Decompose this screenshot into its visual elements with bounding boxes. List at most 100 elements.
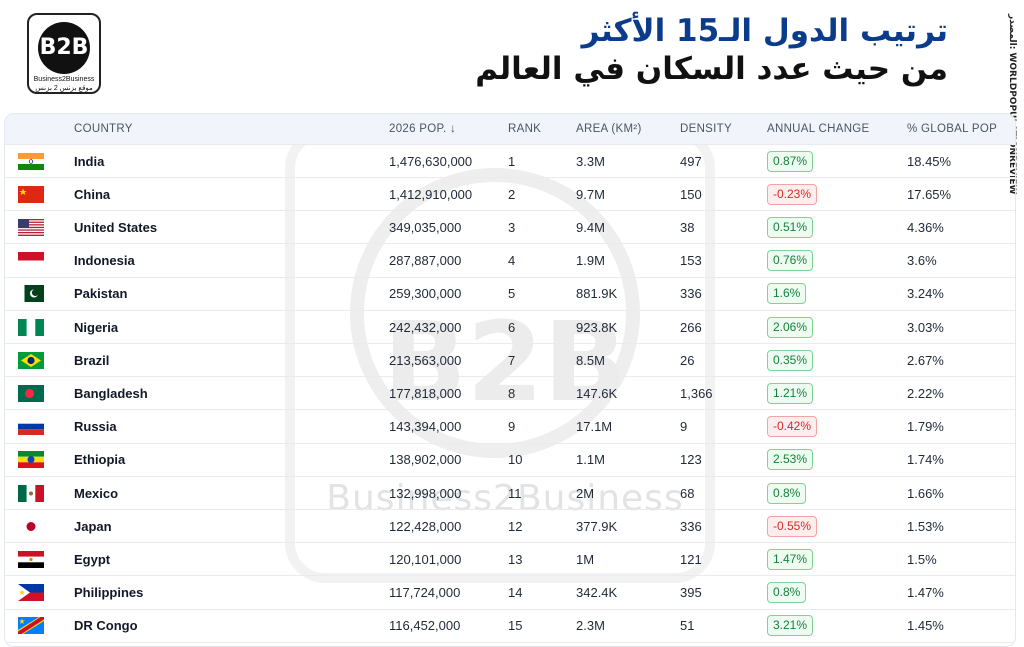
country-name[interactable]: Bangladesh <box>74 385 148 401</box>
header-global-pop[interactable]: % GLOBAL POP <box>907 123 998 135</box>
country-name[interactable]: China <box>74 186 111 202</box>
drcongo-flag-icon <box>18 610 46 642</box>
area-value: 9.4M <box>576 219 605 235</box>
area-value: 17.1M <box>576 419 613 435</box>
logo-line-ar: موقع بزنس 2 بزنس <box>35 85 93 92</box>
india-flag-icon <box>18 145 46 177</box>
rank-value: 9 <box>508 419 516 435</box>
country-name[interactable]: India <box>74 153 105 169</box>
country-name[interactable]: Pakistan <box>74 286 128 302</box>
global-pop-value: 1.74% <box>907 452 944 468</box>
header-population-sort[interactable]: 2026 POP. ↓ <box>389 123 457 135</box>
header-area[interactable]: AREA (KM²) <box>576 123 642 135</box>
country-name[interactable]: Nigeria <box>74 319 119 335</box>
rank-value: 10 <box>508 452 523 468</box>
density-value: 497 <box>680 153 702 169</box>
global-pop-value: 3.6% <box>907 253 937 269</box>
rank-value: 6 <box>508 319 516 335</box>
population-value: 177,818,000 <box>389 385 462 401</box>
country-name[interactable]: United States <box>74 219 158 235</box>
population-table: COUNTRY 2026 POP. ↓ RANK AREA (KM²) DENS… <box>4 113 1016 647</box>
annual-change-badge: 0.8% <box>767 582 807 604</box>
country-name[interactable]: Philippines <box>74 585 144 601</box>
nigeria-flag-icon <box>18 311 46 343</box>
population-value: 259,300,000 <box>389 286 462 302</box>
russia-flag-icon <box>18 411 46 443</box>
annual-change-cell: 0.8% <box>767 577 807 609</box>
mexico-flag-icon <box>18 477 46 509</box>
country-name[interactable]: Egypt <box>74 551 111 567</box>
global-pop-value: 1.47% <box>907 585 944 601</box>
global-pop-value: 3.24% <box>907 286 944 302</box>
table-row: United States 349,035,000 3 9.4M 38 0.51% 4.36… <box>5 211 1015 245</box>
country-name[interactable]: Russia <box>74 419 117 435</box>
annual-change-cell: 0.35% <box>767 344 814 376</box>
global-pop-value: 1.5% <box>907 551 937 567</box>
table-row: India 1,476,630,000 1 3.3M 497 0.87% 18.45% <box>5 145 1015 178</box>
annual-change-badge: 1.6% <box>767 283 807 305</box>
header-rank[interactable]: RANK <box>508 123 542 135</box>
annual-change-badge: 1.21% <box>767 382 814 404</box>
area-value: 2.3M <box>576 618 605 634</box>
rank-value: 14 <box>508 585 523 601</box>
page-title-line-2: من حيث عدد السكان في العالم <box>475 51 948 87</box>
table-row: China 1,412,910,000 2 9.7M 150 -0.23% 17.65% <box>5 178 1015 212</box>
area-value: 9.7M <box>576 186 605 202</box>
area-value: 1.1M <box>576 452 605 468</box>
density-value: 150 <box>680 186 702 202</box>
country-name[interactable]: Brazil <box>74 352 110 368</box>
rank-value: 12 <box>508 518 523 534</box>
usa-flag-icon <box>18 211 46 243</box>
density-value: 153 <box>680 253 702 269</box>
area-value: 2M <box>576 485 595 501</box>
area-value: 147.6K <box>576 385 618 401</box>
rank-value: 5 <box>508 286 516 302</box>
table-row: Bangladesh 177,818,000 8 147.6K 1,366 1.21% 2.… <box>5 377 1015 411</box>
annual-change-badge: -0.23% <box>767 183 818 205</box>
rank-value: 8 <box>508 385 516 401</box>
density-value: 123 <box>680 452 702 468</box>
table-row: Brazil 213,563,000 7 8.5M 26 0.35% 2.67% <box>5 344 1015 378</box>
global-pop-value: 1.79% <box>907 419 944 435</box>
global-pop-value: 1.66% <box>907 485 944 501</box>
density-value: 266 <box>680 319 702 335</box>
rank-value: 4 <box>508 253 516 269</box>
header-annual-change[interactable]: ANNUAL CHANGE <box>767 123 870 135</box>
global-pop-value: 18.45% <box>907 153 952 169</box>
annual-change-cell: 2.53% <box>767 444 814 476</box>
table-row: Pakistan 259,300,000 5 881.9K 336 1.6% 3.24% <box>5 278 1015 311</box>
population-value: 349,035,000 <box>389 219 462 235</box>
global-pop-value: 4.36% <box>907 219 944 235</box>
logo-line-en: Business2Business <box>33 76 95 83</box>
annual-change-cell: 0.87% <box>767 145 814 177</box>
header-country[interactable]: COUNTRY <box>74 123 133 135</box>
area-value: 923.8K <box>576 319 618 335</box>
table-row: Ethiopia 138,902,000 10 1.1M 123 2.53% 1.74% <box>5 444 1015 477</box>
bangladesh-flag-icon <box>18 377 46 409</box>
country-name[interactable]: Indonesia <box>74 253 135 269</box>
density-value: 51 <box>680 618 695 634</box>
ethiopia-flag-icon <box>18 444 46 476</box>
population-value: 242,432,000 <box>389 319 462 335</box>
country-name[interactable]: Ethiopia <box>74 452 126 468</box>
rank-value: 15 <box>508 618 523 634</box>
population-value: 132,998,000 <box>389 485 462 501</box>
page-title-line-1: ترتيب الدول الـ15 الأكثر <box>581 13 948 49</box>
annual-change-cell: 0.8% <box>767 477 807 509</box>
rank-value: 1 <box>508 153 516 169</box>
rank-value: 11 <box>508 485 522 501</box>
annual-change-cell: 0.51% <box>767 211 814 243</box>
area-value: 8.5M <box>576 352 605 368</box>
country-name[interactable]: Mexico <box>74 485 119 501</box>
density-value: 336 <box>680 518 702 534</box>
table-row: DR Congo 116,452,000 15 2.3M 51 3.21% 1.45% <box>5 610 1015 643</box>
table-row: Philippines 117,724,000 14 342.4K 395 0.8% 1.4… <box>5 577 1015 610</box>
density-value: 38 <box>680 219 695 235</box>
indonesia-flag-icon <box>18 245 46 277</box>
population-value: 287,887,000 <box>389 253 462 269</box>
annual-change-cell: 1.21% <box>767 377 814 409</box>
country-name[interactable]: DR Congo <box>74 618 138 634</box>
header-density[interactable]: DENSITY <box>680 123 732 135</box>
country-name[interactable]: Japan <box>74 518 112 534</box>
table-row: Nigeria 242,432,000 6 923.8K 266 2.06% 3.03% <box>5 311 1015 344</box>
